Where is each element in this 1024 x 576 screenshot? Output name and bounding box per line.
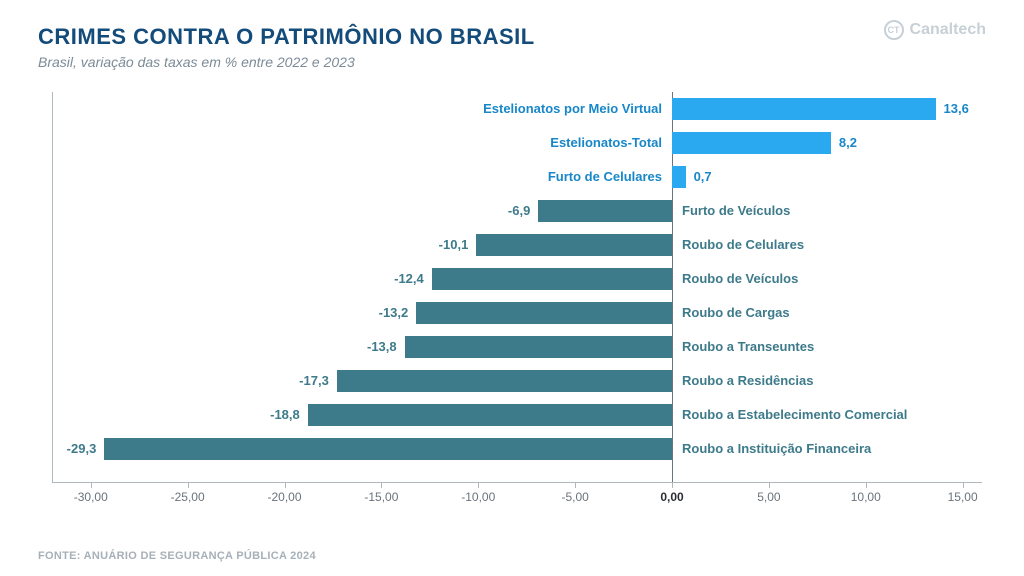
brand-logo: CT Canaltech [884, 20, 986, 40]
bar-value-label: 13,6 [944, 98, 969, 120]
bar-value-label: -10,1 [439, 234, 469, 256]
bar [672, 98, 936, 120]
bar-value-label: -13,8 [367, 336, 397, 358]
x-tick-label: -15,00 [364, 490, 398, 504]
y-axis-line [52, 92, 53, 482]
chart-subtitle: Brasil, variação das taxas em % entre 20… [38, 54, 986, 70]
bar-category-label: Roubo a Transeuntes [682, 336, 814, 358]
bar-category-label: Roubo a Instituição Financeira [682, 438, 871, 460]
x-tick [188, 482, 189, 488]
x-tick [478, 482, 479, 488]
chart-title: CRIMES CONTRA O PATRIMÔNIO NO BRASIL [38, 24, 986, 50]
bar [104, 438, 672, 460]
brand-badge-icon: CT [884, 20, 904, 40]
bar-value-label: -17,3 [299, 370, 329, 392]
bar [672, 166, 686, 188]
x-tick-label: -25,00 [171, 490, 205, 504]
bar-value-label: -12,4 [394, 268, 424, 290]
bar [416, 302, 672, 324]
x-tick [769, 482, 770, 488]
bar [308, 404, 672, 426]
bar-category-label: Roubo a Residências [682, 370, 813, 392]
brand-text: Canaltech [910, 21, 986, 39]
bar-value-label: 8,2 [839, 132, 857, 154]
x-tick-label: 5,00 [757, 490, 780, 504]
bar-category-label: Estelionatos por Meio Virtual [483, 98, 662, 120]
bar-value-label: -18,8 [270, 404, 300, 426]
source-text: FONTE: ANUÁRIO DE SEGURANÇA PÚBLICA 2024 [38, 550, 316, 562]
bar [672, 132, 831, 154]
x-tick [381, 482, 382, 488]
x-tick-label: 15,00 [948, 490, 978, 504]
bar-category-label: Estelionatos-Total [550, 132, 662, 154]
bar-value-label: -6,9 [508, 200, 530, 222]
x-tick-label: 0,00 [660, 490, 683, 504]
bar [432, 268, 672, 290]
bar [476, 234, 672, 256]
x-tick [285, 482, 286, 488]
bar [337, 370, 672, 392]
chart-header: CRIMES CONTRA O PATRIMÔNIO NO BRASIL Bra… [38, 24, 986, 70]
bar [405, 336, 672, 358]
x-tick-label: -30,00 [74, 490, 108, 504]
x-tick [91, 482, 92, 488]
bar-category-label: Roubo a Estabelecimento Comercial [682, 404, 907, 426]
x-tick [866, 482, 867, 488]
x-tick-label: -5,00 [561, 490, 588, 504]
bar-value-label: -13,2 [379, 302, 409, 324]
bar-value-label: -29,3 [67, 438, 97, 460]
x-tick [672, 482, 673, 488]
bar-category-label: Roubo de Celulares [682, 234, 804, 256]
bar-category-label: Furto de Celulares [548, 166, 662, 188]
bar-category-label: Roubo de Cargas [682, 302, 790, 324]
bar [538, 200, 672, 222]
x-tick-label: -20,00 [267, 490, 301, 504]
x-tick-label: -10,00 [461, 490, 495, 504]
x-axis-line [52, 482, 982, 483]
bar-category-label: Roubo de Veículos [682, 268, 798, 290]
bar-value-label: 0,7 [694, 166, 712, 188]
x-tick [575, 482, 576, 488]
x-tick-label: 10,00 [851, 490, 881, 504]
bar-chart: -30,00 -25,00 -20,00 -15,00 -10,00 -5,00 0,00 5… [52, 92, 982, 512]
x-tick [963, 482, 964, 488]
bar-category-label: Furto de Veículos [682, 200, 790, 222]
